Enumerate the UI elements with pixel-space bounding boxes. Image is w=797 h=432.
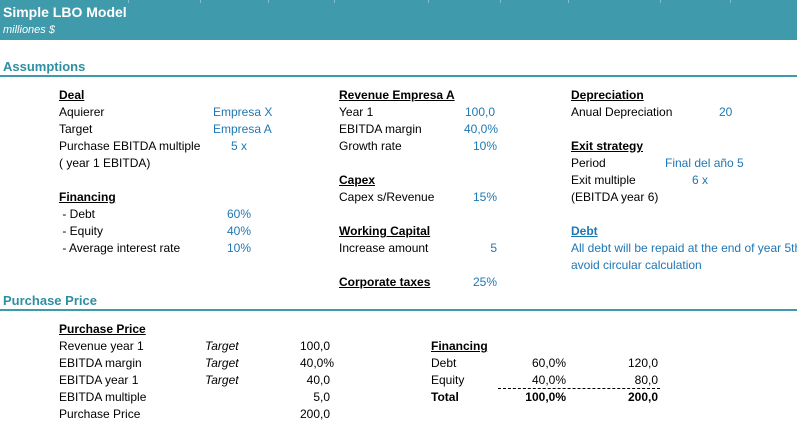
equity-value[interactable]: 40% (227, 224, 252, 238)
pp-row-value[interactable]: 40,0% (299, 356, 334, 370)
purchase-price-table-header[interactable]: Purchase Price (59, 322, 146, 336)
debt-note-line2[interactable]: avoid circular calculation (571, 258, 702, 272)
pp-financing-pct[interactable]: 40,0% (531, 373, 566, 387)
pp-financing-label[interactable]: Equity (431, 373, 465, 387)
pp-financing-label[interactable]: Debt (431, 356, 457, 370)
ebitda-margin-value[interactable]: 40,0% (463, 122, 498, 136)
working-capital-header[interactable]: Working Capital (339, 224, 431, 238)
pp-financing-pct[interactable]: 100,0% (525, 390, 566, 404)
column-gridline (128, 0, 129, 3)
corporate-taxes-value[interactable]: 25% (472, 275, 497, 289)
pp-row-tag[interactable]: Target (205, 339, 239, 353)
pp-row-value[interactable]: 40,0 (306, 373, 330, 387)
acquirer-label[interactable]: Aquierer (59, 105, 105, 119)
capex-header[interactable]: Capex (339, 173, 376, 187)
exit-period-label[interactable]: Period (571, 156, 606, 170)
pp-row-value[interactable]: 100,0 (299, 339, 330, 353)
column-gridline (500, 0, 501, 3)
pp-row-label[interactable]: EBITDA year 1 (59, 373, 139, 387)
exit-multiple-value[interactable]: 6 x (692, 173, 709, 187)
pp-row-value[interactable]: 200,0 (299, 407, 330, 421)
debt-value[interactable]: 60% (227, 207, 252, 221)
assumptions-heading: Assumptions (3, 59, 86, 74)
column-gridline (730, 0, 731, 3)
column-gridline (334, 0, 335, 3)
exit-multiple-label[interactable]: Exit multiple (571, 173, 636, 187)
revenue-year1-value[interactable]: 100,0 (464, 105, 495, 119)
column-gridline (568, 0, 569, 3)
pp-financing-amount[interactable]: 80,0 (634, 373, 658, 387)
purchase-multiple-note[interactable]: ( year 1 EBITDA) (59, 156, 151, 170)
section-rule (0, 309, 797, 311)
corporate-taxes-header[interactable]: Corporate taxes (339, 275, 431, 289)
pp-row-label[interactable]: EBITDA margin (59, 356, 142, 370)
depreciation-value[interactable]: 20 (719, 105, 733, 119)
pp-financing-pct[interactable]: 60,0% (531, 356, 566, 370)
units-subtitle: milliones $ (3, 24, 55, 36)
pp-row-label[interactable]: Purchase Price (59, 407, 141, 421)
working-capital-label[interactable]: Increase amount (339, 241, 429, 255)
pp-row-tag[interactable]: Target (205, 356, 239, 370)
pp-row-label[interactable]: Revenue year 1 (59, 339, 144, 353)
pp-row-value[interactable]: 5,0 (313, 390, 330, 404)
model-title: Simple LBO Model (3, 4, 127, 20)
deal-header[interactable]: Deal (59, 88, 85, 102)
growth-rate-value[interactable]: 10% (472, 139, 497, 153)
purchase-price-heading: Purchase Price (3, 293, 97, 308)
purchase-multiple-label[interactable]: Purchase EBITDA multiple (59, 139, 201, 153)
pp-row-tag[interactable]: Target (205, 373, 239, 387)
depreciation-label[interactable]: Anual Depreciation (571, 105, 673, 119)
exit-multiple-note[interactable]: (EBITDA year 6) (571, 190, 659, 204)
total-separator (498, 388, 660, 389)
interest-rate-label[interactable]: - Average interest rate (59, 241, 181, 255)
revenue-header[interactable]: Revenue Empresa A (339, 88, 455, 102)
purchase-multiple-value[interactable]: 5 x (231, 139, 248, 153)
debt-label[interactable]: - Debt (59, 207, 96, 221)
capex-value[interactable]: 15% (472, 190, 497, 204)
target-value[interactable]: Empresa A (213, 122, 272, 136)
capex-label[interactable]: Capex s/Revenue (339, 190, 435, 204)
exit-strategy-header[interactable]: Exit strategy (571, 139, 644, 153)
acquirer-value[interactable]: Empresa X (213, 105, 273, 119)
column-gridline (660, 0, 661, 3)
pp-financing-label[interactable]: Total (431, 390, 459, 404)
pp-financing-header[interactable]: Financing (431, 339, 488, 353)
financing-header[interactable]: Financing (59, 190, 116, 204)
interest-rate-value[interactable]: 10% (227, 241, 252, 255)
target-label[interactable]: Target (59, 122, 93, 136)
pp-row-label[interactable]: EBITDA multiple (59, 390, 147, 404)
growth-rate-label[interactable]: Growth rate (339, 139, 402, 153)
section-rule (0, 75, 797, 77)
column-gridline (428, 0, 429, 3)
ebitda-margin-label[interactable]: EBITDA margin (339, 122, 422, 136)
equity-label[interactable]: - Equity (59, 224, 104, 238)
column-gridline (268, 0, 269, 3)
debt-note-header[interactable]: Debt (571, 224, 598, 238)
column-gridline (200, 0, 201, 3)
working-capital-value[interactable]: 5 (490, 241, 497, 255)
exit-period-value[interactable]: Final del año 5 (665, 156, 744, 170)
title-band (0, 0, 797, 40)
pp-financing-amount[interactable]: 200,0 (627, 390, 658, 404)
revenue-year1-label[interactable]: Year 1 (339, 105, 374, 119)
debt-note-line1[interactable]: All debt will be repaid at the end of ye… (571, 241, 797, 255)
pp-financing-amount[interactable]: 120,0 (627, 356, 658, 370)
depreciation-header[interactable]: Depreciation (571, 88, 644, 102)
